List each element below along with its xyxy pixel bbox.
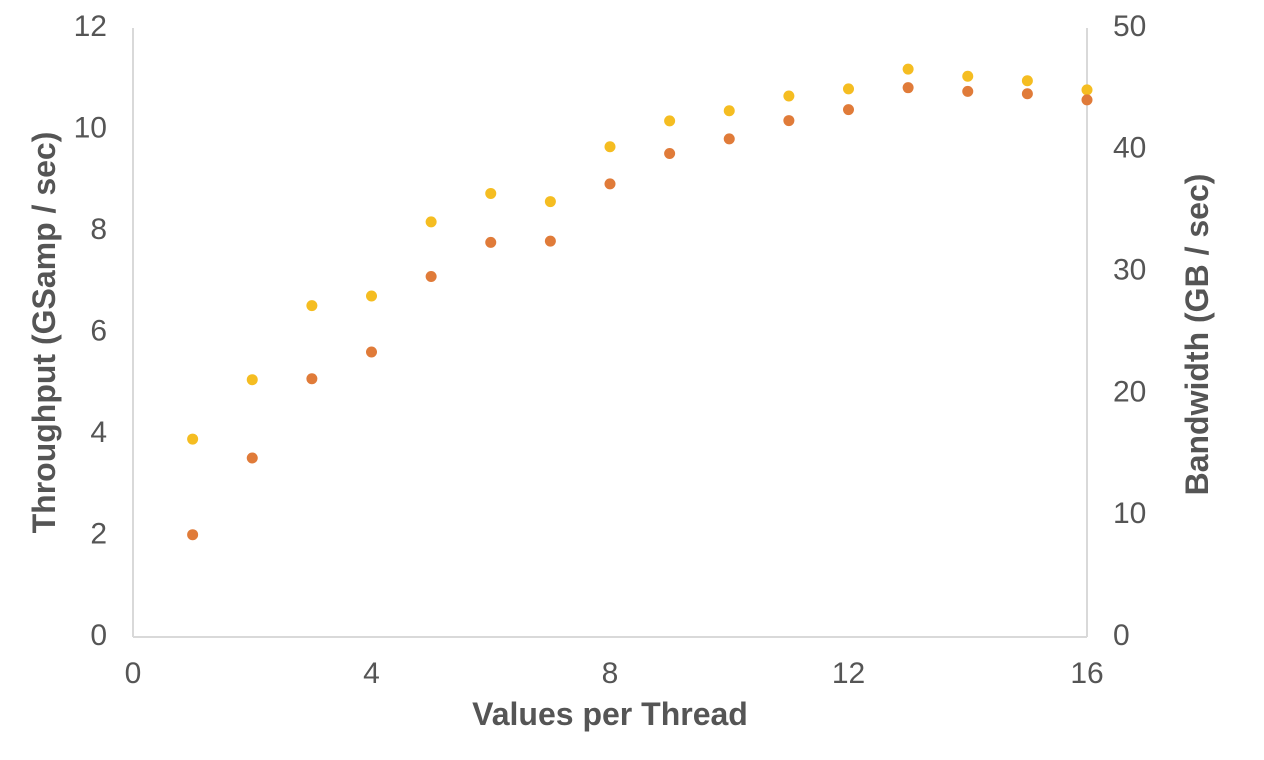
y2-tick-label: 10	[1113, 497, 1146, 530]
data-point	[246, 452, 258, 464]
data-point	[425, 270, 437, 282]
y2-axis-title: Bandwidth (GB / sec)	[1179, 174, 1215, 496]
data-point	[544, 235, 556, 247]
data-point	[723, 133, 735, 145]
data-point	[843, 83, 854, 95]
data-point	[902, 82, 914, 94]
data-point	[962, 85, 974, 97]
data-point	[604, 141, 616, 153]
data-point	[843, 104, 854, 116]
data-point	[485, 236, 497, 248]
data-point	[604, 178, 616, 190]
data-point	[366, 346, 377, 358]
y2-tick-label: 50	[1113, 10, 1146, 43]
data-point	[962, 70, 974, 82]
x-tick-label: 0	[125, 657, 142, 690]
y-tick-label: 0	[90, 619, 107, 652]
data-point	[1081, 84, 1093, 96]
x-tick-label: 8	[602, 657, 619, 690]
x-tick-label: 4	[363, 657, 380, 690]
data-point	[783, 115, 795, 127]
y-tick-label: 4	[90, 416, 107, 449]
y-axis-title: Throughput (GSamp / sec)	[26, 132, 62, 534]
y-tick-label: 8	[90, 213, 107, 246]
data-point	[664, 147, 676, 159]
data-point	[246, 374, 258, 386]
data-point	[187, 529, 199, 541]
x-axis-title: Values per Thread	[472, 696, 748, 732]
data-point	[485, 187, 497, 199]
data-point	[306, 300, 318, 312]
data-points	[187, 63, 1093, 541]
x-tick-label: 16	[1070, 657, 1103, 690]
axes	[132, 28, 1088, 638]
data-point	[723, 105, 735, 117]
tick-labels: 0 4 8 12 16 0 2 4 6 8 10 12 0 10 20 30 40 50	[74, 10, 1147, 690]
data-point	[783, 90, 795, 102]
data-point	[366, 290, 377, 302]
data-point	[187, 433, 199, 445]
y2-tick-label: 40	[1113, 132, 1146, 165]
y2-tick-label: 20	[1113, 375, 1146, 408]
y-tick-label: 2	[90, 517, 107, 550]
data-point	[1021, 88, 1033, 100]
y2-tick-label: 30	[1113, 254, 1146, 287]
y-tick-label: 12	[74, 10, 107, 43]
data-point	[664, 115, 676, 127]
data-point	[1081, 94, 1093, 106]
y-tick-label: 10	[74, 111, 107, 144]
data-point	[425, 216, 437, 228]
data-point	[1021, 75, 1033, 87]
data-point	[544, 196, 556, 208]
data-point	[306, 373, 318, 385]
data-point	[902, 63, 914, 75]
y2-tick-label: 0	[1113, 619, 1130, 652]
x-tick-label: 12	[832, 657, 865, 690]
y-tick-label: 6	[90, 314, 107, 347]
